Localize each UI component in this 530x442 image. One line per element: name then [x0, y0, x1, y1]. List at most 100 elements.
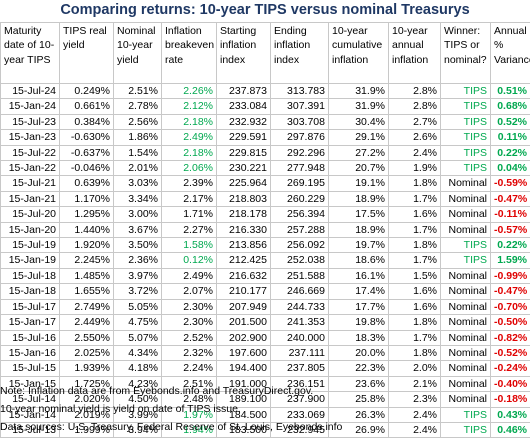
annual-cell: 1.5%	[388, 267, 441, 285]
nominal-yield-cell: 4.75%	[113, 314, 162, 331]
maturity-cell: 15-Jul-21	[0, 175, 60, 192]
end-index-cell: 232.945	[270, 421, 329, 439]
winner-cell: Nominal	[440, 298, 491, 316]
variance-cell: 0.46%	[490, 421, 530, 439]
maturity-cell: 15-Jan-16	[0, 344, 60, 362]
start-index-cell: 202.900	[216, 329, 271, 346]
winner-cell: Nominal	[440, 375, 491, 393]
end-index-cell: 277.948	[270, 160, 329, 177]
winner-cell: TIPS	[440, 144, 491, 162]
maturity-cell: 15-Jan-22	[0, 160, 60, 177]
start-index-cell: 191.000	[216, 375, 271, 393]
table-row: 15-Jul-23 0.384% 2.56% 2.18% 232.932 303.708 3…	[0, 113, 530, 131]
breakeven-cell: 1.97%	[161, 406, 217, 423]
header-annual: 10-year annual inflation	[388, 22, 441, 84]
start-index-cell: 229.591	[216, 129, 271, 146]
table-row: 15-Jul-24 0.249% 2.51% 2.26% 237.873 313.783 3…	[0, 82, 530, 100]
start-index-cell: 207.949	[216, 298, 271, 316]
nominal-yield-cell: 1.86%	[113, 129, 162, 146]
nominal-yield-cell: 2.56%	[113, 113, 162, 131]
cumulative-cell: 20.0%	[328, 344, 389, 362]
maturity-cell: 15-Jan-24	[0, 98, 60, 115]
annual-cell: 1.8%	[388, 314, 441, 331]
cumulative-cell: 18.6%	[328, 252, 389, 269]
nominal-yield-cell: 3.03%	[113, 175, 162, 192]
end-index-cell: 297.876	[270, 129, 329, 146]
winner-cell: TIPS	[440, 406, 491, 423]
tips-yield-cell: 2.019%	[59, 406, 114, 423]
end-index-cell: 260.229	[270, 190, 329, 208]
table-title: Comparing returns: 10-year TIPS versus n…	[60, 2, 470, 18]
table-row: 15-Jul-14 2.020% 4.50% 2.48% 189.100 237.900 2…	[0, 391, 530, 408]
annual-cell: 2.7%	[388, 113, 441, 131]
tips-yield-cell: 1.440%	[59, 221, 114, 239]
breakeven-cell: 2.18%	[161, 144, 217, 162]
start-index-cell: 216.632	[216, 267, 271, 285]
variance-cell: 1.59%	[490, 252, 530, 269]
maturity-cell: 15-Jan-19	[0, 252, 60, 269]
breakeven-cell: 2.06%	[161, 160, 217, 177]
table-row: 15-Jan-17 2.449% 4.75% 2.30% 201.500 241.353 1…	[0, 314, 530, 331]
annual-cell: 1.8%	[388, 344, 441, 362]
start-index-cell: 233.084	[216, 98, 271, 115]
maturity-cell: 15-Jan-21	[0, 190, 60, 208]
cumulative-cell: 25.8%	[328, 391, 389, 408]
table-row: 15-Jul-22 -0.637% 1.54% 2.18% 229.815 292.296…	[0, 144, 530, 162]
maturity-cell: 15-Jan-18	[0, 283, 60, 300]
breakeven-cell: 0.12%	[161, 252, 217, 269]
end-index-cell: 307.391	[270, 98, 329, 115]
start-index-cell: 212.425	[216, 252, 271, 269]
table-row: 15-Jul-20 1.295% 3.00% 1.71% 218.178 256.394 1…	[0, 206, 530, 223]
cumulative-cell: 26.3%	[328, 406, 389, 423]
breakeven-cell: 2.26%	[161, 82, 217, 100]
winner-cell: TIPS	[440, 160, 491, 177]
nominal-yield-cell: 2.36%	[113, 252, 162, 269]
nominal-yield-cell: 3.34%	[113, 190, 162, 208]
table-row: 15-Jan-16 2.025% 4.34% 2.32% 197.600 237.111 2…	[0, 344, 530, 362]
end-index-cell: 292.296	[270, 144, 329, 162]
returns-table: Maturity date of 10-year TIPS TIPS real …	[0, 22, 530, 439]
maturity-cell: 15-Jul-19	[0, 237, 60, 254]
cumulative-cell: 16.1%	[328, 267, 389, 285]
tips-yield-cell: 2.020%	[59, 391, 114, 408]
start-index-cell: 213.856	[216, 237, 271, 254]
annual-cell: 1.8%	[388, 237, 441, 254]
winner-cell: TIPS	[440, 237, 491, 254]
end-index-cell: 237.111	[270, 344, 329, 362]
annual-cell: 1.6%	[388, 206, 441, 223]
note-inflation-source: Note: Inflation data are from Eyebonds.i…	[0, 385, 314, 397]
annual-cell: 2.4%	[388, 421, 441, 439]
maturity-cell: 15-Jul-17	[0, 298, 60, 316]
start-index-cell: 184.500	[216, 406, 271, 423]
tips-yield-cell: 2.245%	[59, 252, 114, 269]
note-data-sources: Data sources: U.S. Treasury, Federal Res…	[0, 421, 343, 433]
header-breakeven: Inflation breakeven rate	[161, 22, 217, 84]
start-index-cell: 232.932	[216, 113, 271, 131]
tips-yield-cell: 2.449%	[59, 314, 114, 331]
end-index-cell: 257.288	[270, 221, 329, 239]
nominal-yield-cell: 1.54%	[113, 144, 162, 162]
breakeven-cell: 2.17%	[161, 190, 217, 208]
nominal-yield-cell: 3.94%	[113, 421, 162, 439]
tips-yield-cell: 2.550%	[59, 329, 114, 346]
tips-yield-cell: 1.655%	[59, 283, 114, 300]
start-index-cell: 201.500	[216, 314, 271, 331]
start-index-cell: 225.964	[216, 175, 271, 192]
note-nominal-yield: 10-year nominal yield is yield on date o…	[0, 403, 241, 415]
end-index-cell: 246.669	[270, 283, 329, 300]
end-index-cell: 256.394	[270, 206, 329, 223]
nominal-yield-cell: 3.97%	[113, 267, 162, 285]
header-start-index: Starting inflation index	[216, 22, 271, 84]
winner-cell: TIPS	[440, 421, 491, 439]
variance-cell: 0.51%	[490, 82, 530, 100]
maturity-cell: 15-Jul-14	[0, 391, 60, 408]
nominal-yield-cell: 3.50%	[113, 237, 162, 254]
end-index-cell: 303.708	[270, 113, 329, 131]
nominal-yield-cell: 2.78%	[113, 98, 162, 115]
cumulative-cell: 17.4%	[328, 283, 389, 300]
cumulative-cell: 18.9%	[328, 190, 389, 208]
tips-yield-cell: 1.999%	[59, 421, 114, 439]
table-row: 15-Jan-23 -0.630% 1.86% 2.49% 229.591 297.876…	[0, 129, 530, 146]
cumulative-cell: 19.7%	[328, 237, 389, 254]
breakeven-cell: 2.12%	[161, 98, 217, 115]
